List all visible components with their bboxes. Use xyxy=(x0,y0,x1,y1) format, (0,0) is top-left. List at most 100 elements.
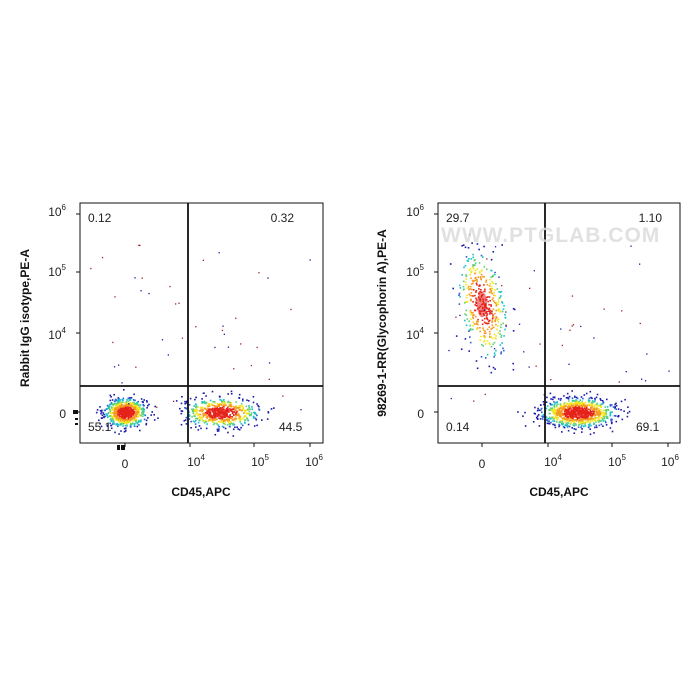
event-dot-1-1-712 xyxy=(559,399,562,402)
event-dot-0-1-916 xyxy=(180,402,183,405)
event-dot-0-1-1119 xyxy=(200,410,202,412)
event-dot-sparse-1-31 xyxy=(468,330,470,332)
event-dot-1-0-106 xyxy=(471,270,473,273)
event-dot-0-0-563 xyxy=(122,401,124,403)
event-dot-0-1-1240 xyxy=(229,415,231,417)
event-dot-1-0-67 xyxy=(505,325,507,328)
event-dot-0-0-489 xyxy=(106,424,109,427)
event-dot-0-0-608 xyxy=(115,404,117,407)
event-dot-0-0-496 xyxy=(111,409,113,411)
event-dot-0-0-394 xyxy=(117,406,119,408)
event-dot-1-0-353 xyxy=(463,266,465,269)
event-dot-1-0-223 xyxy=(465,301,468,303)
event-dot-1-0-235 xyxy=(477,321,479,323)
event-dot-0-1-1171 xyxy=(198,410,201,412)
event-dot-0-0-530 xyxy=(128,421,130,423)
event-dot-0-1-1009 xyxy=(252,401,255,404)
event-dot-sparse-1-9 xyxy=(621,310,623,312)
event-dot-0-1-807 xyxy=(217,430,220,432)
event-dot-0-1-1089 xyxy=(244,419,246,421)
event-dot-0-0-621 xyxy=(120,419,122,422)
event-dot-0-0-292 xyxy=(118,418,120,420)
event-dot-1-0-97 xyxy=(467,285,470,288)
event-dot-0-1-1078 xyxy=(238,393,241,396)
event-dot-0-0-422 xyxy=(111,417,114,419)
event-dot-0-0-723 xyxy=(107,407,109,410)
event-dot-1-0-88 xyxy=(512,307,515,310)
event-dots-isotype xyxy=(90,244,311,437)
event-dot-0-1-1035 xyxy=(239,419,241,422)
event-dot-1-1-946 xyxy=(557,410,559,412)
event-dot-0-0-751 xyxy=(133,424,136,426)
event-dot-0-0-680 xyxy=(108,405,111,408)
event-dot-0-1-946 xyxy=(226,424,229,426)
event-dot-0-1-880 xyxy=(219,420,221,423)
event-dot-0-0-636 xyxy=(129,399,132,401)
event-dot-1-1-448 xyxy=(574,416,576,418)
event-dot-1-1-1167 xyxy=(583,422,586,424)
event-dot-0-0-718 xyxy=(127,414,129,416)
event-dot-1-1-1128 xyxy=(552,417,554,420)
event-dot-1-0-401 xyxy=(491,318,494,320)
event-dot-1-0-99 xyxy=(503,304,505,307)
event-dot-0-1-1156 xyxy=(225,404,227,406)
event-dot-1-1-767 xyxy=(566,426,569,428)
event-dot-1-1-855 xyxy=(551,403,554,406)
event-dot-0-0-622 xyxy=(146,407,148,409)
event-dot-1-1-562 xyxy=(522,415,524,417)
event-dot-0-1-1262 xyxy=(185,423,188,425)
event-dot-1-1-758 xyxy=(589,424,591,426)
event-dot-sparse-1-17 xyxy=(572,324,575,326)
event-dot-1-0-74 xyxy=(475,315,477,318)
event-dot-0-0-752 xyxy=(132,420,135,422)
event-dot-1-1-1369 xyxy=(595,413,597,415)
event-dot-0-0-744 xyxy=(132,402,134,405)
event-dot-0-0-446 xyxy=(124,424,127,427)
event-dot-0-0-82 xyxy=(138,419,140,422)
event-dot-0-1-1077 xyxy=(209,409,212,411)
event-dot-1-1-673 xyxy=(600,409,602,411)
event-dot-0-0-642 xyxy=(107,412,109,415)
event-dot-1-1-683 xyxy=(587,408,590,411)
event-dot-1-1-672 xyxy=(600,403,603,406)
event-dot-0-1-1068 xyxy=(200,417,202,420)
event-dot-1-0-149 xyxy=(495,302,497,305)
event-dot-1-0-102 xyxy=(486,283,489,286)
event-dot-0-1-1270 xyxy=(243,421,246,424)
event-dot-1-1-612 xyxy=(539,418,542,420)
event-dot-0-1-1368 xyxy=(227,415,229,418)
event-dot-0-0-672 xyxy=(126,405,129,407)
event-dot-1-0-129 xyxy=(486,314,488,317)
event-dot-1-1-418 xyxy=(572,420,574,423)
event-dot-0-0-273 xyxy=(147,404,149,407)
event-dot-1-1-951 xyxy=(565,422,568,425)
event-dot-1-1-1106 xyxy=(611,411,613,413)
event-dot-1-0-324 xyxy=(492,251,495,253)
event-dot-0-0-578 xyxy=(128,409,131,412)
event-dot-1-1-984 xyxy=(609,427,612,429)
event-dot-1-1-1360 xyxy=(590,416,592,419)
event-dot-1-0-150 xyxy=(464,319,466,322)
event-dot-1-1-860 xyxy=(560,421,563,423)
event-dot-1-1-583 xyxy=(596,404,598,406)
event-dot-1-1-932 xyxy=(593,432,595,434)
event-dot-0-1-1373 xyxy=(203,407,206,410)
x-axis-title: CD45,APC xyxy=(529,485,589,499)
event-dot-1-1-724 xyxy=(575,396,578,399)
event-dot-1-1-1374 xyxy=(603,416,606,418)
event-dot-1-0-132 xyxy=(458,294,460,296)
event-dot-1-1-1251 xyxy=(572,417,574,420)
y-tick-label-1e6: 106 xyxy=(406,203,424,219)
event-dot-0-1-1213 xyxy=(206,411,209,414)
event-dot-0-1-1080 xyxy=(196,412,198,414)
event-dot-1-0-303 xyxy=(470,258,473,260)
event-dot-0-0-114 xyxy=(103,413,105,416)
event-dot-0-1-1017 xyxy=(206,415,208,418)
event-dot-0-1-955 xyxy=(247,419,250,422)
event-dot-0-0-102 xyxy=(120,402,123,404)
event-dot-0-0-36 xyxy=(100,425,103,428)
event-dot-1-0-328 xyxy=(477,318,479,321)
event-dot-1-0-228 xyxy=(483,266,486,268)
event-dot-1-1-923 xyxy=(587,419,590,421)
event-dot-sparse-0-7 xyxy=(118,364,120,366)
